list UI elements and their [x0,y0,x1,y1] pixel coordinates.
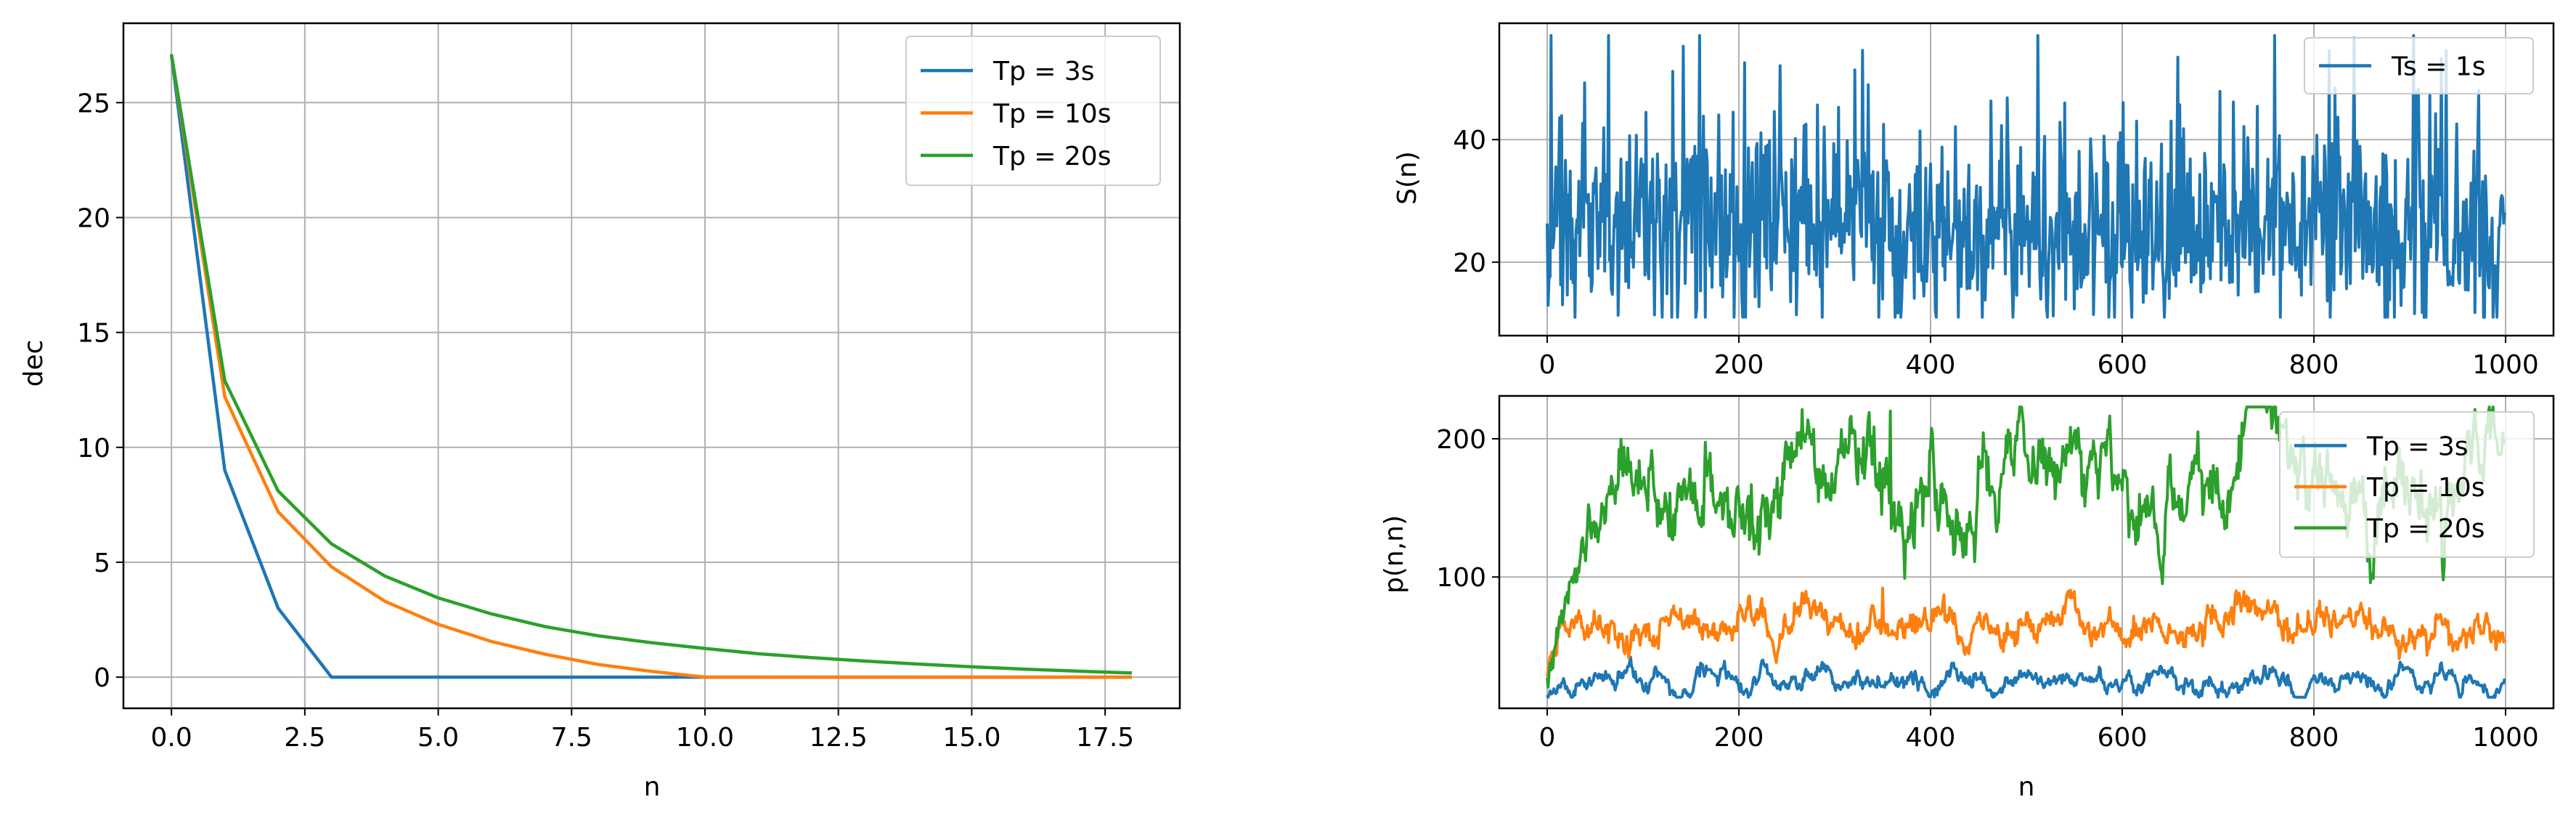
chart-dec-series-line-2 [169,54,1132,675]
chart-dec-xtick-label: 2.5 [284,723,325,753]
chart-dec-xtick-label: 10.0 [676,723,734,753]
chart-dec-xtick-label: 15.0 [942,723,1000,753]
chart-pnn-legend-label-1: Tp = 10s [2366,473,2485,503]
chart-dec-ytick-label: 0 [94,663,110,693]
chart-signal-xtick-label: 400 [1906,350,1956,380]
chart-dec-ytick-label: 5 [94,548,110,578]
chart-signal: 0 200 400 600 800 1000 20 40 S(n) Ts = 1s [1393,22,2555,380]
chart-dec-legend-box [905,36,1161,186]
chart-signal-series-line-0 [1546,33,2506,319]
chart-dec-ytick-label: 10 [77,434,110,463]
chart-pnn-xtick-label: 600 [2098,723,2148,753]
chart-pnn-legend-label-0: Tp = 3s [2366,432,2469,461]
chart-signal-legend-box [2304,37,2534,94]
chart-dec-legend-label-1: Tp = 10s [993,100,1111,129]
chart-dec: 0.0 2.5 5.0 7.5 10.0 12.5 15.0 17.5 0 5 10 15 20 25 n… [19,22,1181,802]
chart-dec-series [169,54,1132,679]
chart-pnn-series-line-0 [1546,655,2506,699]
chart-signal-ytick-label: 40 [1453,126,1486,155]
chart-dec-ylabel: dec [19,340,49,387]
chart-signal-xtick-label: 800 [2289,350,2339,380]
chart-dec-legend-label-0: Tp = 3s [993,57,1095,86]
chart-pnn: 0 200 400 600 800 1000 100 200 n p(n,n) Tp = 3s… [1379,394,2555,802]
chart-dec-xtick-label: 0.0 [151,723,192,753]
chart-signal-xtick-label: 0 [1539,350,1556,380]
chart-signal-ticks: 0 200 400 600 800 1000 20 40 [1453,126,2539,380]
chart-signal-xtick-label: 200 [1714,350,1764,380]
chart-dec-ytick-label: 25 [77,89,110,118]
chart-pnn-ytick-label: 200 [1436,425,1486,455]
chart-dec-xtick-label: 5.0 [417,723,459,753]
chart-signal-legend-label-0: Ts = 1s [2391,52,2486,82]
chart-dec-ytick-label: 15 [77,319,110,349]
chart-pnn-xtick-label: 800 [2289,723,2339,753]
chart-signal-frame [1498,22,2555,337]
chart-dec-xtick-label: 7.5 [551,723,592,753]
chart-dec-frame [122,22,1181,710]
chart-dec-xtick-label: 12.5 [810,723,868,753]
chart-pnn-legend-label-2: Tp = 20s [2366,514,2485,544]
chart-pnn-xtick-label: 200 [1714,723,1764,753]
chart-pnn-ticks: 0 200 400 600 800 1000 100 200 [1436,425,2539,753]
chart-dec-xtick-label: 17.5 [1076,723,1134,753]
chart-pnn-legend-box [2279,411,2535,558]
chart-pnn-ytick-label: 100 [1436,563,1486,593]
chart-pnn-frame [1498,394,2555,710]
chart-dec-xlabel: n [644,772,661,802]
chart-pnn-xtick-label: 0 [1539,723,1556,753]
chart-signal-series [1546,33,2506,319]
chart-pnn-ylabel: p(n,n) [1379,515,1409,594]
chart-signal-ylabel: S(n) [1393,151,1422,205]
chart-pnn-xtick-label: 400 [1906,723,1956,753]
chart-signal-legend: Ts = 1s [2304,37,2534,94]
chart-dec-series-line-1 [169,54,1132,679]
chart-dec-legend-label-2: Tp = 20s [993,142,1111,171]
chart-pnn-series-line-1 [1546,586,2506,677]
chart-pnn-xlabel: n [2018,772,2035,802]
chart-pnn-legend: Tp = 3s Tp = 10s Tp = 20s [2279,411,2535,558]
chart-dec-ytick-label: 20 [77,203,110,233]
chart-signal-xtick-label: 1000 [2472,350,2539,380]
chart-signal-xtick-label: 600 [2098,350,2148,380]
chart-dec-legend: Tp = 3s Tp = 10s Tp = 20s [905,36,1161,186]
chart-dec-ticks: 0.0 2.5 5.0 7.5 10.0 12.5 15.0 17.5 0 5 10 15 20 25 [77,89,1134,753]
chart-signal-ytick-label: 20 [1453,248,1486,278]
chart-pnn-xtick-label: 1000 [2472,723,2539,753]
